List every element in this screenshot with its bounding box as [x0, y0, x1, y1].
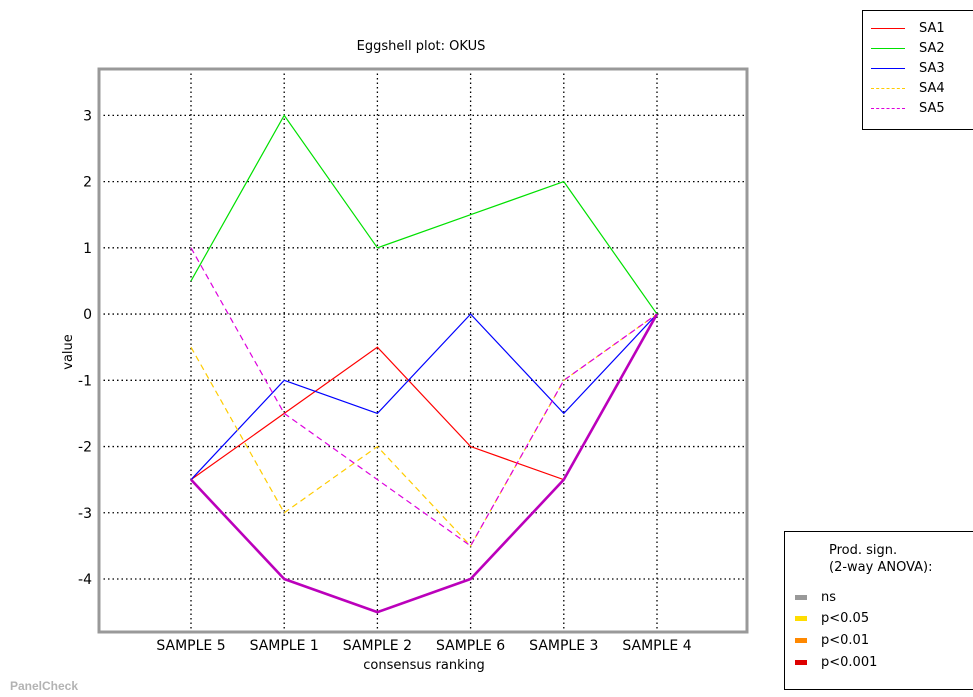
legend-item-sa3: SA3 [863, 59, 945, 77]
y-tick-label-3: 3 [83, 108, 92, 124]
y-tick-label-4: -4 [78, 572, 92, 588]
significance-legend-title: Prod. sign. (2-way ANOVA): [829, 542, 933, 576]
series-line-sa2 [190, 114, 658, 315]
y-tick-label-1: 1 [83, 241, 92, 257]
x-axis-label: consensus ranking [363, 658, 484, 673]
legend-item-sa5: SA5 [863, 99, 945, 117]
legend-item-sa2: SA2 [863, 39, 945, 57]
series-line-sa3 [190, 313, 658, 481]
chart-title: Eggshell plot: OKUS [357, 39, 486, 54]
significance-item-ns: ns [795, 588, 836, 606]
x-tick-label-sample-6: SAMPLE 6 [436, 638, 505, 654]
series-line-sa4 [190, 313, 658, 547]
significance-item-p001: p<0.01 [795, 631, 869, 649]
x-tick-label-sample-3: SAMPLE 3 [529, 638, 598, 654]
series-line-sa5 [190, 247, 658, 547]
legend-item-sa4: SA4 [863, 79, 945, 97]
series-legend: SA1 SA2 SA3 SA4 SA5 [862, 10, 973, 130]
legend-label-sa1: SA1 [919, 20, 945, 36]
legend-swatch-sa2 [871, 47, 905, 49]
x-tick-label-sample-5: SAMPLE 5 [156, 638, 225, 654]
legend-swatch-sa5 [871, 107, 905, 109]
legend-swatch-sa1 [871, 27, 905, 29]
x-tick-label-sample-2: SAMPLE 2 [343, 638, 412, 654]
significance-legend: Prod. sign. (2-way ANOVA): ns p<0.05 p<0… [784, 531, 973, 690]
significance-label-p001: p<0.01 [821, 632, 870, 648]
legend-label-sa2: SA2 [919, 40, 945, 56]
y-tick-label-2: 2 [83, 175, 92, 191]
y-tick-label-2: -2 [78, 440, 92, 456]
series-line-sa1 [190, 313, 658, 481]
y-tick-label-1: -1 [78, 373, 92, 389]
legend-swatch-sa4 [871, 87, 905, 89]
significance-swatch-p001 [795, 637, 807, 643]
x-tick-label-sample-1: SAMPLE 1 [250, 638, 319, 654]
legend-item-sa1: SA1 [863, 19, 945, 37]
significance-title-line2: (2-way ANOVA): [829, 560, 933, 575]
series-layer [190, 114, 659, 614]
legend-swatch-sa3 [871, 67, 905, 69]
y-axis-label: value [61, 334, 76, 370]
significance-title-line1: Prod. sign. [829, 543, 898, 558]
significance-swatch-ns [795, 594, 807, 600]
significance-swatch-p0001 [795, 659, 807, 665]
significance-label-p005: p<0.05 [821, 610, 870, 626]
significance-label-ns: ns [821, 589, 837, 605]
y-tick-label-0: 0 [83, 307, 92, 323]
legend-label-sa5: SA5 [919, 100, 945, 116]
significance-swatch-p005 [795, 615, 807, 621]
consensus-line [190, 313, 659, 614]
legend-label-sa3: SA3 [919, 60, 945, 76]
grid-layer [99, 69, 747, 632]
plot-frame [97, 67, 749, 634]
significance-item-p005: p<0.05 [795, 609, 869, 627]
legend-label-sa4: SA4 [919, 80, 945, 96]
significance-label-p0001: p<0.001 [821, 654, 878, 670]
y-tick-label-3: -3 [78, 506, 92, 522]
panelcheck-watermark: PanelCheck [10, 679, 79, 693]
significance-item-p0001: p<0.001 [795, 653, 877, 671]
axes-layer: -4 -3 -2 -1 0 1 2 3 SAMPLE 5 SAMPLE 1 SAMPLE 2 SAMP… [78, 67, 749, 654]
x-tick-label-sample-4: SAMPLE 4 [622, 638, 691, 654]
